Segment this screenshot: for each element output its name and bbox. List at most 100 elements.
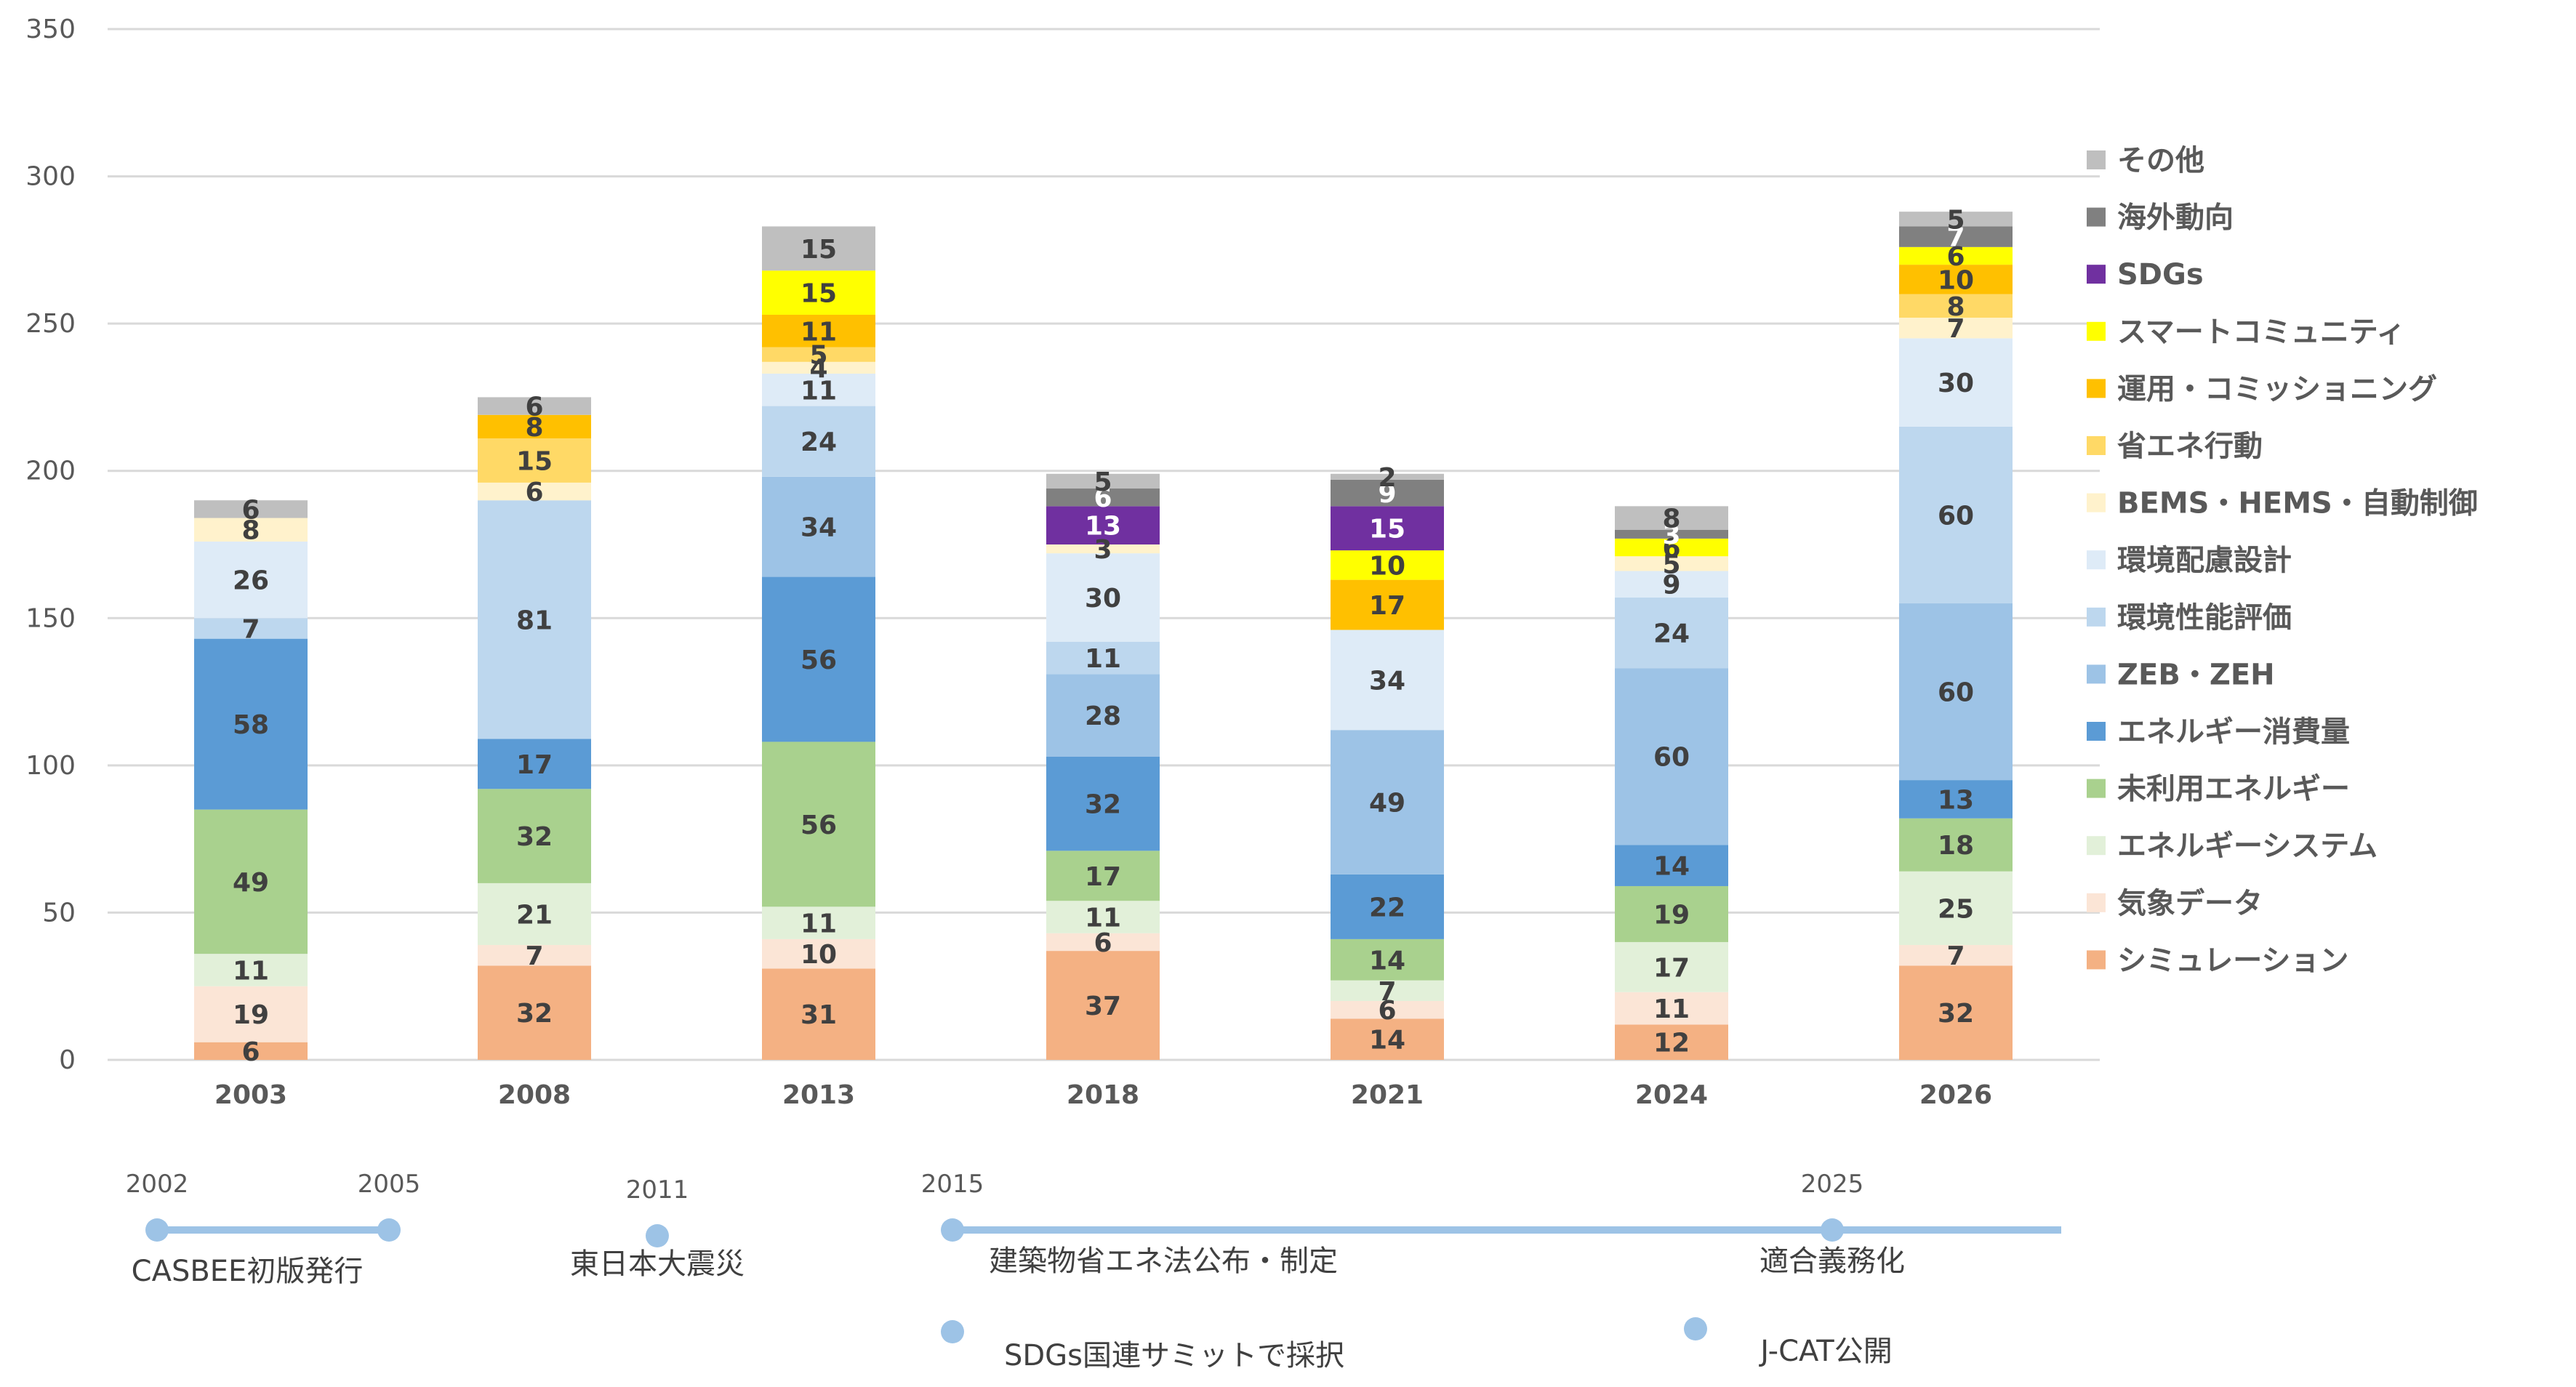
legend-label: エネルギー消費量 [2117,715,2350,749]
data-label: 34 [801,513,837,543]
data-label: 7 [1378,977,1396,1007]
legend-label: エネルギーシステム [2117,829,2378,863]
timeline-event: 2015 建築物省エネ法公布・制定 [921,1170,1338,1278]
bar-segment [1899,603,2013,781]
bar-segment [1899,294,2013,318]
bar-segment [1615,571,1728,598]
data-label: 6 [241,495,260,525]
legend-label: 海外動向 [2117,201,2234,235]
timeline-event-text: 適合義務化 [1760,1245,1905,1278]
bar-segment [762,374,875,406]
data-label: 10 [801,940,837,970]
data-label: 24 [1653,619,1690,649]
data-label: 17 [1653,953,1690,983]
data-label: 34 [1369,666,1405,696]
legend-label: 未利用エネルギー [2117,773,2350,806]
bar-segment [478,944,591,966]
timeline-event-text: 東日本大震災 [570,1247,745,1281]
data-label: 3 [1662,520,1680,550]
bar-segment [1899,944,2013,966]
bar-segment [194,954,308,986]
timeline-marker [145,1218,169,1242]
bar-segment [1899,780,2013,819]
timeline-marker [941,1218,964,1242]
data-label: 11 [1653,994,1690,1024]
legend-swatch [2087,207,2106,227]
bar-segment [1331,473,1444,480]
legend-item: BEMS・HEMS・自動制御 [2087,487,2478,520]
bar-segment [1331,938,1444,981]
data-label: 14 [1653,852,1690,882]
bar-segment [194,500,308,518]
data-label: 6 [1378,996,1396,1026]
bar-segment [762,406,875,477]
y-tick-label: 0 [59,1045,76,1075]
x-tick-label: 2013 [782,1080,855,1110]
bar-segment [194,1042,308,1060]
legend-swatch [2087,493,2106,512]
data-label: 26 [233,566,269,596]
bar-segment [194,809,308,954]
bar-segment [1615,506,1728,530]
data-label: 19 [1653,900,1690,930]
bar-segment [762,476,875,577]
bar-segment [1615,941,1728,992]
x-tick-label: 2008 [498,1080,571,1110]
bar-segment [478,883,591,945]
legend-label: その他 [2117,144,2204,177]
data-label: 6 [241,1037,260,1067]
data-label: 30 [1085,584,1121,614]
data-label: 60 [1653,743,1690,773]
bar-segment [1899,426,2013,604]
timeline-marker [1821,1218,1844,1242]
bar-segment [1046,901,1160,933]
data-label: 9 [1378,479,1396,509]
data-label: 6 [525,393,543,422]
data-label: 58 [233,710,269,740]
bar-segment [194,518,308,542]
y-tick-label: 50 [42,898,76,928]
bar-segment [1331,1000,1444,1019]
bar-stacks [194,212,2013,1060]
data-label: 81 [516,606,553,635]
y-axis-tick-labels: 0 50 100 150 200 250 300 350 [25,15,76,1075]
bar-segment [762,968,875,1060]
bar-segment [1331,730,1444,875]
data-label: 13 [1938,785,1974,815]
bar-segment [1615,668,1728,845]
data-label: 14 [1369,1026,1405,1056]
bar-segment [1899,338,2013,427]
timeline-year: 2002 [126,1170,189,1199]
bar-segment [762,314,875,347]
legend-swatch [2087,893,2106,912]
data-label: 11 [801,376,837,406]
legend-swatch [2087,265,2106,284]
x-axis-tick-labels: 2003 2008 2013 2018 2021 2024 2026 [214,1080,1992,1110]
bar-segment [478,397,591,415]
x-tick-label: 2021 [1351,1080,1424,1110]
legend-swatch [2087,779,2106,798]
bar-segment [194,618,308,639]
x-tick-label: 2024 [1635,1080,1708,1110]
y-tick-label: 350 [25,15,76,44]
bar-segment [1615,1024,1728,1060]
data-label: 5 [1946,205,1965,235]
x-tick-label: 2018 [1067,1080,1139,1110]
timeline-event: SDGs国連サミットで採択 [941,1320,1344,1372]
legend-item: その他 [2087,144,2204,177]
data-label: 19 [233,1000,269,1030]
legend-swatch [2087,836,2106,856]
data-label: 7 [1946,941,1965,971]
legend-swatch [2087,321,2106,341]
bar-segment [762,270,875,315]
bar-segment [478,739,591,789]
legend-label: SDGs [2117,258,2204,292]
bar-segment [1615,885,1728,942]
timeline-year: 2025 [1801,1170,1864,1199]
bar-segment [1615,529,1728,539]
legend-item: エネルギー消費量 [2087,715,2350,749]
timeline-event-text: CASBEE初版発行 [132,1255,364,1288]
bar-segment [762,347,875,362]
bar-segment [1046,489,1160,507]
data-label: 15 [801,235,837,265]
